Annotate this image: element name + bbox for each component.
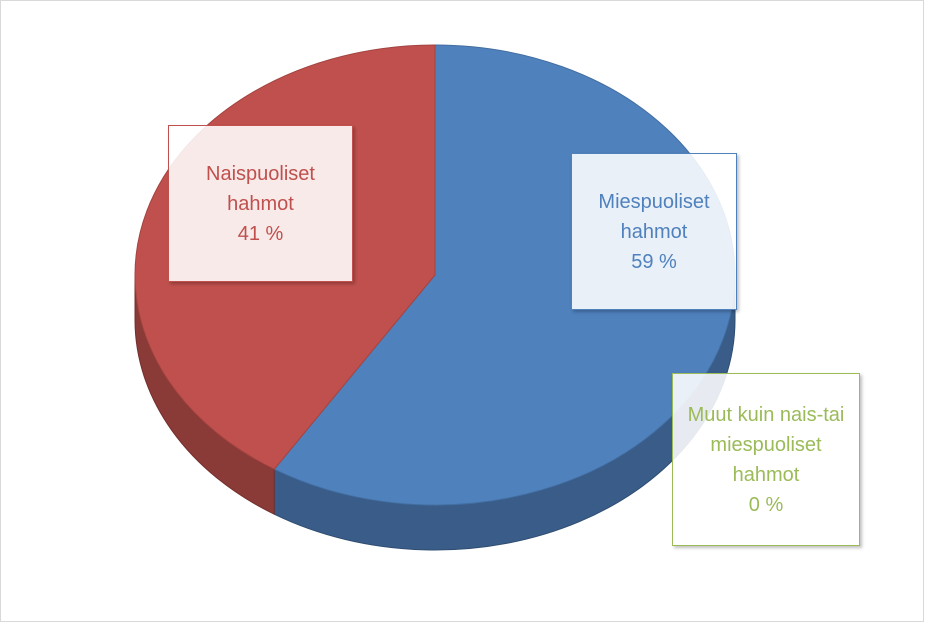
data-label: Miespuoliset hahmot 59 % (571, 153, 737, 310)
label-category: Muut kuin nais-tai miespuoliset hahmot (687, 403, 845, 486)
label-value: 0 % (748, 493, 784, 516)
data-label: Naispuoliset hahmot 41 % (168, 125, 353, 282)
data-label: Muut kuin nais-tai miespuoliset hahmot 0 … (672, 373, 860, 546)
label-value: 41 % (237, 222, 284, 245)
label-value: 59 % (631, 250, 677, 273)
label-category: Miespuoliset hahmot (598, 190, 710, 243)
label-category: Naispuoliset hahmot (206, 162, 315, 215)
